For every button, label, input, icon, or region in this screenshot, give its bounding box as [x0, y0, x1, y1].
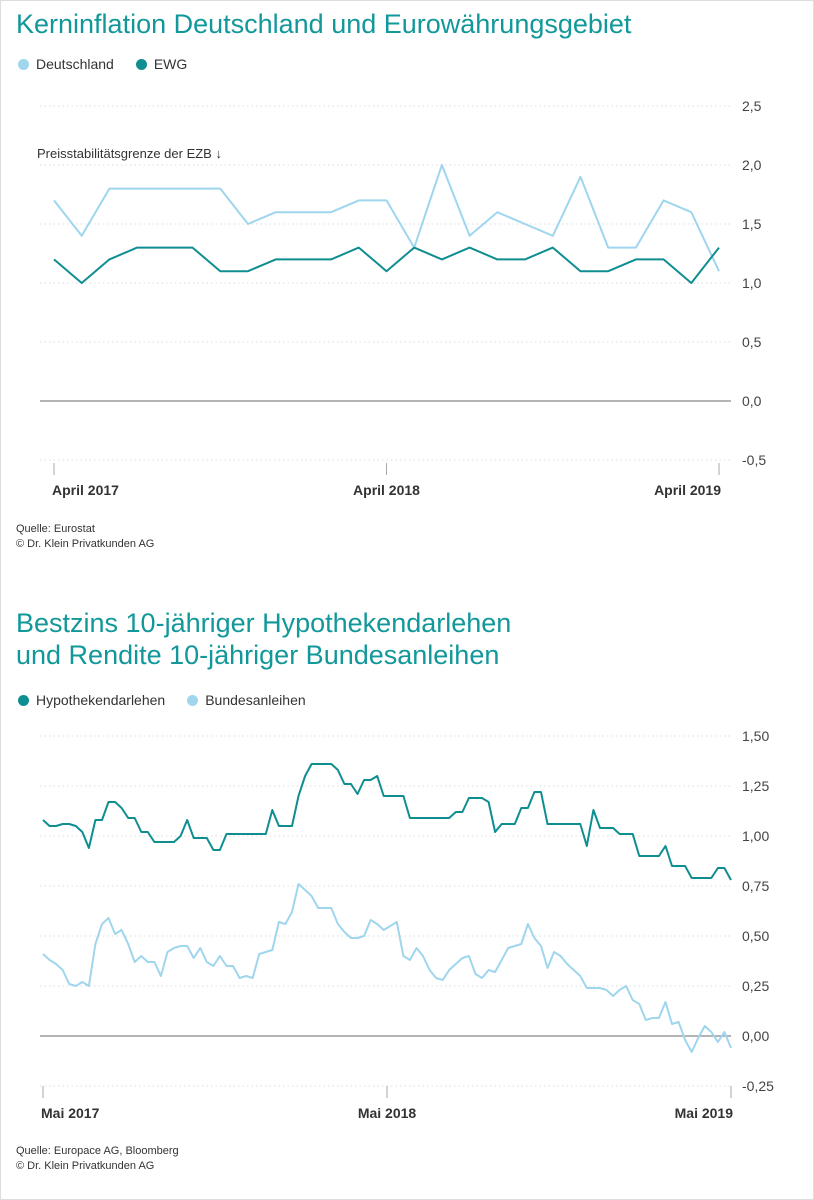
series-line-ewg — [53, 246, 720, 284]
chart2-title-line: und Rendite 10-jähriger Bundesanleihen — [16, 640, 500, 670]
legend-label: Bundesanleihen — [205, 692, 306, 708]
y-tick-label: 0,00 — [742, 1028, 769, 1044]
legend-dot-icon — [135, 58, 147, 70]
chart1-source: Quelle: Eurostat © Dr. Klein Privatkunde… — [16, 522, 154, 552]
legend-dot-icon — [18, 694, 29, 706]
y-tick-label: 0,5 — [742, 334, 762, 350]
chart2-source: Quelle: Europace AG, Bloomberg © Dr. Kle… — [16, 1144, 179, 1174]
y-tick-label: 0,25 — [742, 978, 769, 994]
chart1-title: Kerninflation Deutschland und Eurowährun… — [16, 9, 632, 39]
y-tick-label: 2,5 — [742, 98, 762, 114]
y-tick-label: 2,0 — [742, 157, 762, 173]
chart1-legend: Deutschland EWG — [18, 56, 187, 72]
y-tick-label: 0,75 — [742, 878, 769, 894]
ezb-annotation: Preisstabilitätsgrenze der EZB ↓ — [37, 146, 222, 161]
y-tick-label: 1,5 — [742, 216, 762, 232]
legend-label: EWG — [153, 56, 188, 72]
x-tick-label: Mai 2018 — [358, 1105, 417, 1121]
y-tick-label: 1,0 — [742, 275, 762, 291]
y-tick-label: 1,25 — [742, 778, 769, 794]
y-tick-label: 0,50 — [742, 928, 769, 944]
legend-dot-icon — [187, 694, 199, 706]
legend-item-ewg: EWG — [135, 56, 188, 72]
x-tick-label: April 2018 — [353, 482, 420, 498]
legend-label: Deutschland — [36, 56, 114, 72]
series-line-deutschland — [53, 164, 720, 272]
series-line-bundesanleihen — [42, 883, 732, 1053]
y-tick-label: -0,5 — [742, 452, 766, 468]
copyright-line: © Dr. Klein Privatkunden AG — [16, 538, 155, 550]
legend-dot-icon — [18, 58, 29, 70]
legend-item-hypothekendarlehen: Hypothekendarlehen — [18, 692, 165, 708]
chart2-legend: Hypothekendarlehen Bundesanleihen — [18, 692, 306, 708]
chart2-title: Bestzins 10-jähriger Hypothekendarlehen … — [16, 607, 511, 671]
chart1-plot: 2,5 2,0 1,5 1,0 0,5 0,0 -0,5 April 2017 April 20… — [40, 98, 766, 498]
y-tick-label: -0,25 — [742, 1078, 774, 1094]
legend-label: Hypothekendarlehen — [36, 692, 166, 708]
chart2-plot: 1,50 1,25 1,00 0,75 0,50 0,25 0,00 -0,25 Mai 201… — [40, 728, 774, 1121]
copyright-line: © Dr. Klein Privatkunden AG — [16, 1160, 155, 1172]
source-line: Quelle: Eurostat — [16, 523, 95, 535]
x-tick-label: April 2017 — [52, 482, 119, 498]
y-tick-label: 0,0 — [742, 393, 762, 409]
x-tick-label: April 2019 — [654, 482, 721, 498]
legend-item-bundesanleihen: Bundesanleihen — [187, 692, 306, 708]
x-tick-label: Mai 2017 — [41, 1105, 100, 1121]
source-line: Quelle: Europace AG, Bloomberg — [16, 1145, 179, 1157]
chart2-title-line: Bestzins 10-jähriger Hypothekendarlehen — [16, 608, 512, 638]
series-line-hypothekendarlehen — [42, 763, 732, 881]
legend-item-deutschland: Deutschland — [18, 56, 114, 72]
y-tick-label: 1,00 — [742, 828, 769, 844]
y-tick-label: 1,50 — [742, 728, 769, 744]
x-tick-label: Mai 2019 — [675, 1105, 734, 1121]
